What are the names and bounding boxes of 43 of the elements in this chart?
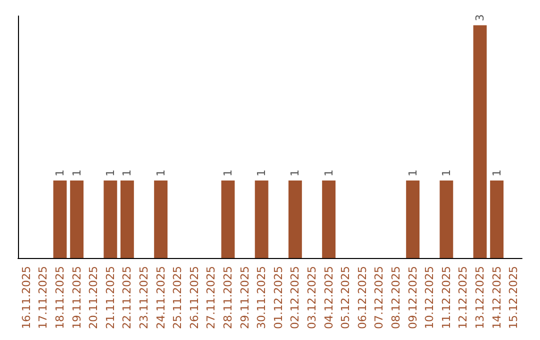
data-label: 1 bbox=[255, 169, 268, 176]
data-label: 1 bbox=[104, 169, 117, 176]
x-tick-label: 26.11.2025 bbox=[188, 266, 201, 330]
x-tick-label: 09.12.2025 bbox=[406, 266, 420, 330]
x-tick-label: 12.12.2025 bbox=[456, 266, 470, 330]
x-tick-label: 21.11.2025 bbox=[104, 266, 117, 330]
x-tick-label: 13.12.2025 bbox=[474, 266, 486, 330]
x-tick-label: 27.11.2025 bbox=[204, 266, 218, 330]
x-tick-label: 18.11.2025 bbox=[54, 266, 66, 330]
x-tick-label: 03.12.2025 bbox=[306, 266, 318, 330]
data-label: 1 bbox=[490, 169, 504, 176]
data-label: 3 bbox=[474, 14, 486, 22]
x-tick-label: 19.11.2025 bbox=[70, 266, 84, 330]
x-tick-label: 05.12.2025 bbox=[339, 266, 352, 330]
x-tick-label: 10.12.2025 bbox=[423, 266, 436, 330]
x-tick-label: 01.12.2025 bbox=[272, 266, 285, 330]
data-label: 1 bbox=[120, 169, 134, 176]
x-tick-label: 20.11.2025 bbox=[87, 266, 100, 330]
data-label: 1 bbox=[154, 169, 168, 176]
data-label: 1 bbox=[70, 169, 84, 176]
data-label: 1 bbox=[288, 169, 302, 176]
x-tick-label: 25.11.2025 bbox=[171, 266, 184, 330]
data-label: 1 bbox=[322, 169, 336, 176]
x-tick-label: 28.11.2025 bbox=[222, 266, 234, 330]
x-tick-label: 14.12.2025 bbox=[490, 266, 504, 330]
x-tick-label: 02.12.2025 bbox=[288, 266, 302, 330]
x-tick-label: 22.11.2025 bbox=[120, 266, 134, 330]
x-tick-label: 16.11.2025 bbox=[20, 266, 33, 330]
x-tick-label: 29.11.2025 bbox=[238, 266, 252, 330]
data-label: 1 bbox=[222, 169, 234, 176]
x-tick-label: 17.11.2025 bbox=[36, 266, 50, 330]
x-tick-label: 11.12.2025 bbox=[440, 266, 453, 330]
x-tick-label: 08.12.2025 bbox=[390, 266, 402, 330]
x-tick-label: 24.11.2025 bbox=[154, 266, 168, 330]
data-label: 1 bbox=[54, 169, 66, 176]
x-tick-label: 15.12.2025 bbox=[507, 266, 520, 330]
x-tick-label: 23.11.2025 bbox=[138, 266, 150, 330]
data-label: 1 bbox=[440, 169, 453, 176]
x-tick-label: 07.12.2025 bbox=[372, 266, 386, 330]
x-tick-label: 30.11.2025 bbox=[255, 266, 268, 330]
x-tick-label: 04.12.2025 bbox=[322, 266, 336, 330]
x-tick-label: 06.12.2025 bbox=[356, 266, 369, 330]
data-label: 1 bbox=[406, 169, 420, 176]
